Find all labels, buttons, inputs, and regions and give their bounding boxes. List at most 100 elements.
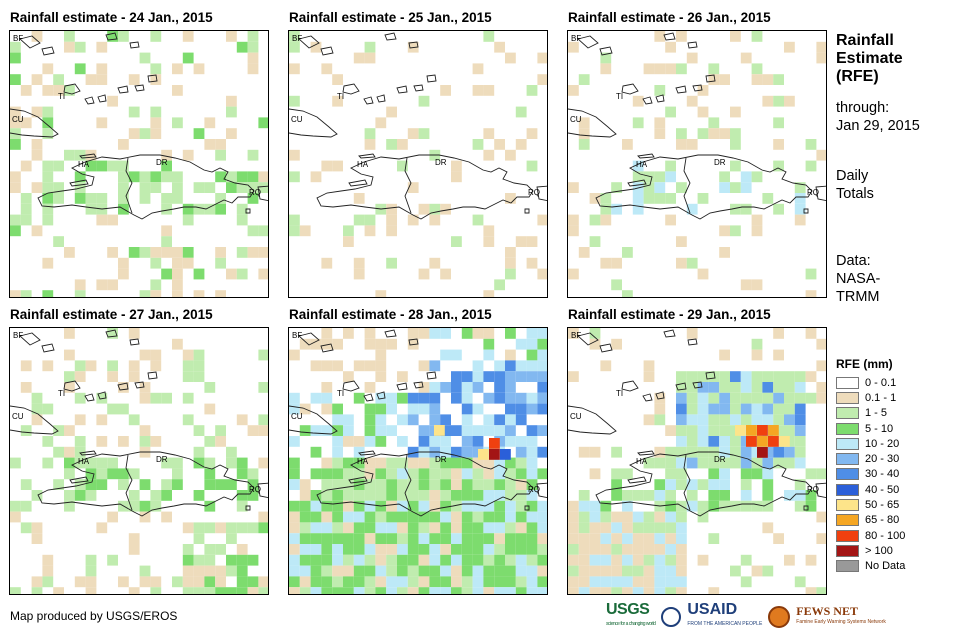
rainfall-cell [407,576,419,588]
map-label-bf: BF [571,331,581,340]
rainfall-hotspot [489,438,500,449]
rainfall-cell [676,533,687,544]
rainfall-cell [161,160,172,172]
rainfall-cell [289,533,300,544]
rainfall-cell [805,290,817,297]
rainfall-cell [289,392,300,404]
rainfall-cell [204,554,216,566]
rainfall-cell [589,328,601,339]
rainfall-cell [762,392,774,404]
rainfall-cell [343,425,354,436]
rainfall-cell [31,522,43,534]
rainfall-cell [719,392,730,404]
map-label-ti: TI [616,389,623,398]
rainfall-cell [74,279,86,291]
coastline [84,393,95,402]
rainfall-cell [364,225,376,237]
map-label-dr: DR [435,158,447,167]
rainfall-cell [611,479,622,490]
rainfall-cell [537,533,547,544]
coastline [815,482,826,499]
rainfall-cell [461,425,473,436]
rainfall-cell [386,500,397,512]
rainfall-cell [515,392,527,404]
rainfall-cell [740,203,752,215]
rainfall-cell [74,436,86,447]
rainfall-cell [407,522,419,534]
rainfall-cell [568,214,579,226]
rainfall-cell [364,500,376,512]
rainfall-cell [236,522,248,534]
legend-swatch [836,514,859,527]
coastline [298,332,320,346]
rainfall-cell [31,392,43,404]
rainfall-cell [505,328,516,339]
rainfall-cell [397,392,408,404]
rainfall-cell [494,533,505,544]
rainfall-cell [784,382,795,393]
rainfall-cell [537,214,547,226]
rainfall-cell [407,128,419,139]
map-label-dr: DR [435,455,447,464]
rainfall-cell [353,257,365,269]
rainfall-cell [494,371,505,382]
rainfall-cell [740,403,752,415]
rainfall-cell [321,468,333,480]
coastline [663,329,676,338]
rainfall-cell [461,403,473,415]
coastline [413,381,424,389]
legend-item: 10 - 20 [836,436,905,451]
legend-label: > 100 [865,544,893,557]
rainfall-cell [719,446,730,458]
map-label-ti: TI [58,389,65,398]
rainfall-cell [773,74,784,85]
rainfall-cell [10,225,21,237]
rainfall-cell [483,490,495,501]
rainfall-cell [364,360,376,372]
rainfall-cell [31,182,43,193]
rainfall-cell [418,382,430,393]
rainfall-cell [505,500,516,512]
rainfall-cell [258,182,268,193]
rainfall-hotspot [434,425,445,436]
rainfall-cell [515,338,527,350]
rainfall-cell [353,457,365,469]
rainfall-cell [611,587,622,594]
legend-swatch [836,560,859,573]
rainfall-cell [708,587,720,594]
rainfall-cell [686,382,698,393]
rainfall-cell [364,565,376,577]
rainfall-cell [676,392,687,404]
rainfall-cell [740,479,752,490]
coastline [396,85,408,94]
rainfall-cell [686,403,698,415]
rainfall-cell [332,511,343,523]
rainfall-cell [247,468,259,480]
rainfall-cell [589,576,601,588]
coastline [408,338,419,346]
rainfall-cell [611,338,622,350]
rainfall-cell [730,203,741,215]
rainfall-cell [204,203,216,215]
rainfall-cell [440,565,451,577]
rainfall-cell [10,41,21,53]
rainfall-cell [407,500,419,512]
rainfall-cell [247,41,259,53]
rainfall-cell [461,522,473,534]
rainfall-cell [74,290,86,297]
rainfall-cell [150,587,162,594]
rainfall-cell [247,193,259,204]
rainfall-cell [816,587,826,594]
rainfall-cell [654,117,666,129]
rainfall-cell [730,182,741,193]
rainfall-cell [343,328,354,339]
legend-label: 5 - 10 [865,422,894,435]
rainfall-cell [686,392,698,404]
rainfall-cell [805,587,817,594]
rainfall-cell [375,349,387,361]
rainfall-cell [31,587,43,594]
rainfall-cell [226,457,237,469]
rainfall-cell [407,182,419,193]
rainfall-cell [719,382,730,393]
coastline [320,343,334,353]
